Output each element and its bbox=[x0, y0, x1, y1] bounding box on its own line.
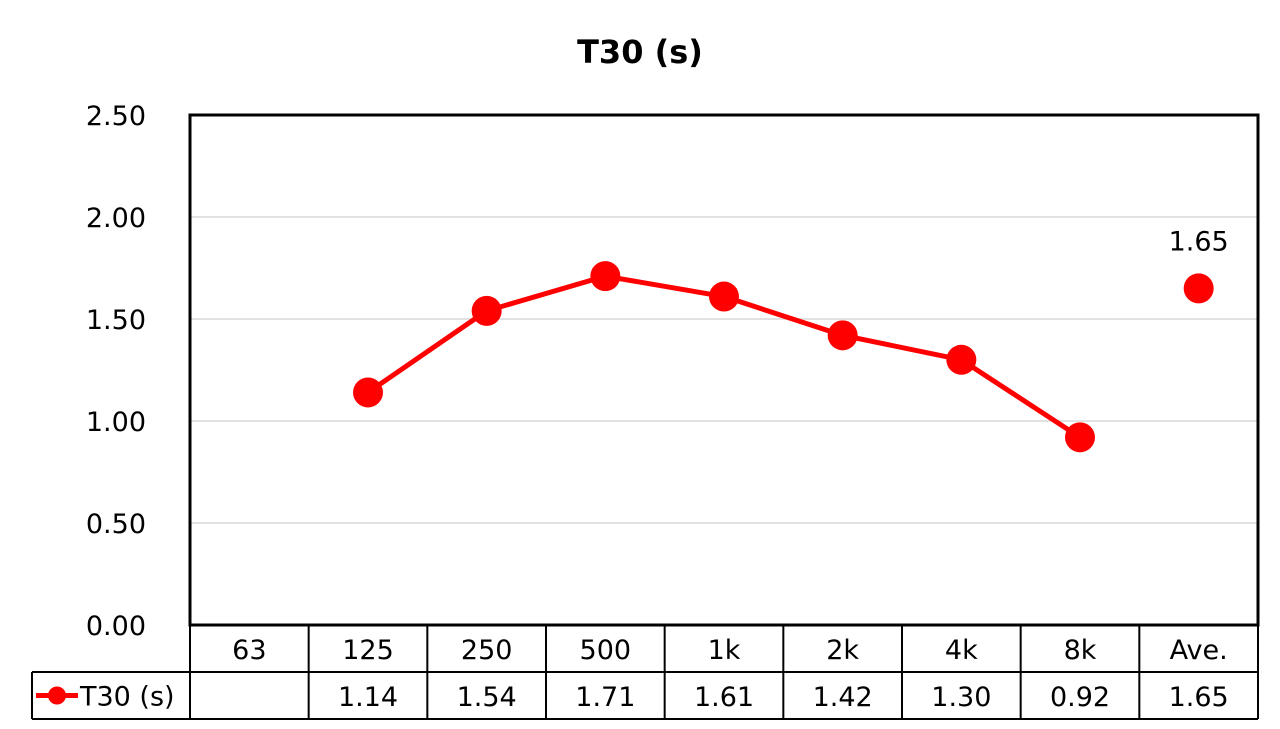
table-value-cell: 1.61 bbox=[694, 682, 754, 713]
data-point bbox=[471, 295, 502, 326]
y-tick-label: 1.50 bbox=[86, 305, 146, 336]
plot-area-frame bbox=[188, 113, 1260, 627]
data-point bbox=[946, 344, 977, 375]
category-label: 8k bbox=[1064, 635, 1097, 666]
data-point bbox=[709, 281, 739, 312]
data-point bbox=[590, 261, 621, 292]
y-tick-label: 0.50 bbox=[86, 509, 146, 540]
average-data-label: 1.65 bbox=[1169, 226, 1229, 257]
category-label: 500 bbox=[580, 635, 632, 666]
legend-marker bbox=[48, 686, 66, 705]
chart-title: T30 (s) bbox=[577, 33, 703, 71]
table-value-cell: 1.30 bbox=[931, 682, 991, 713]
category-label: 1k bbox=[708, 635, 741, 666]
table-value-cell: 1.14 bbox=[338, 682, 398, 713]
legend-series-name: T30 (s) bbox=[79, 682, 175, 713]
y-tick-label: 2.50 bbox=[86, 101, 146, 132]
category-label: 125 bbox=[342, 635, 394, 666]
category-label: 250 bbox=[461, 635, 513, 666]
data-point bbox=[1065, 422, 1095, 453]
gridlines bbox=[190, 216, 1258, 524]
category-label: 2k bbox=[826, 635, 859, 666]
data-table: 63 125 250 500 1k 2k 4k 8k Ave. T30 (s) 1.14 1.54 1.… bbox=[31, 625, 1259, 720]
y-tick-label: 0.00 bbox=[86, 611, 146, 642]
table-value-cell: 1.42 bbox=[813, 682, 873, 713]
table-value-cell: 1.54 bbox=[457, 682, 517, 713]
category-label: 4k bbox=[945, 635, 978, 666]
data-point bbox=[353, 377, 383, 408]
y-tick-label: 2.00 bbox=[86, 203, 146, 234]
table-value-cell: 1.65 bbox=[1169, 682, 1229, 713]
category-label: Ave. bbox=[1170, 635, 1228, 666]
series-t30: 1.65 bbox=[353, 226, 1229, 453]
y-axis-ticks: 0.00 0.50 1.00 1.50 2.00 2.50 bbox=[86, 101, 146, 642]
average-point bbox=[1183, 273, 1214, 304]
y-tick-label: 1.00 bbox=[86, 407, 146, 438]
category-label: 63 bbox=[232, 635, 266, 666]
table-value-cell: 1.71 bbox=[575, 682, 635, 713]
data-point bbox=[827, 320, 858, 351]
table-value-cell: 0.92 bbox=[1050, 682, 1110, 713]
